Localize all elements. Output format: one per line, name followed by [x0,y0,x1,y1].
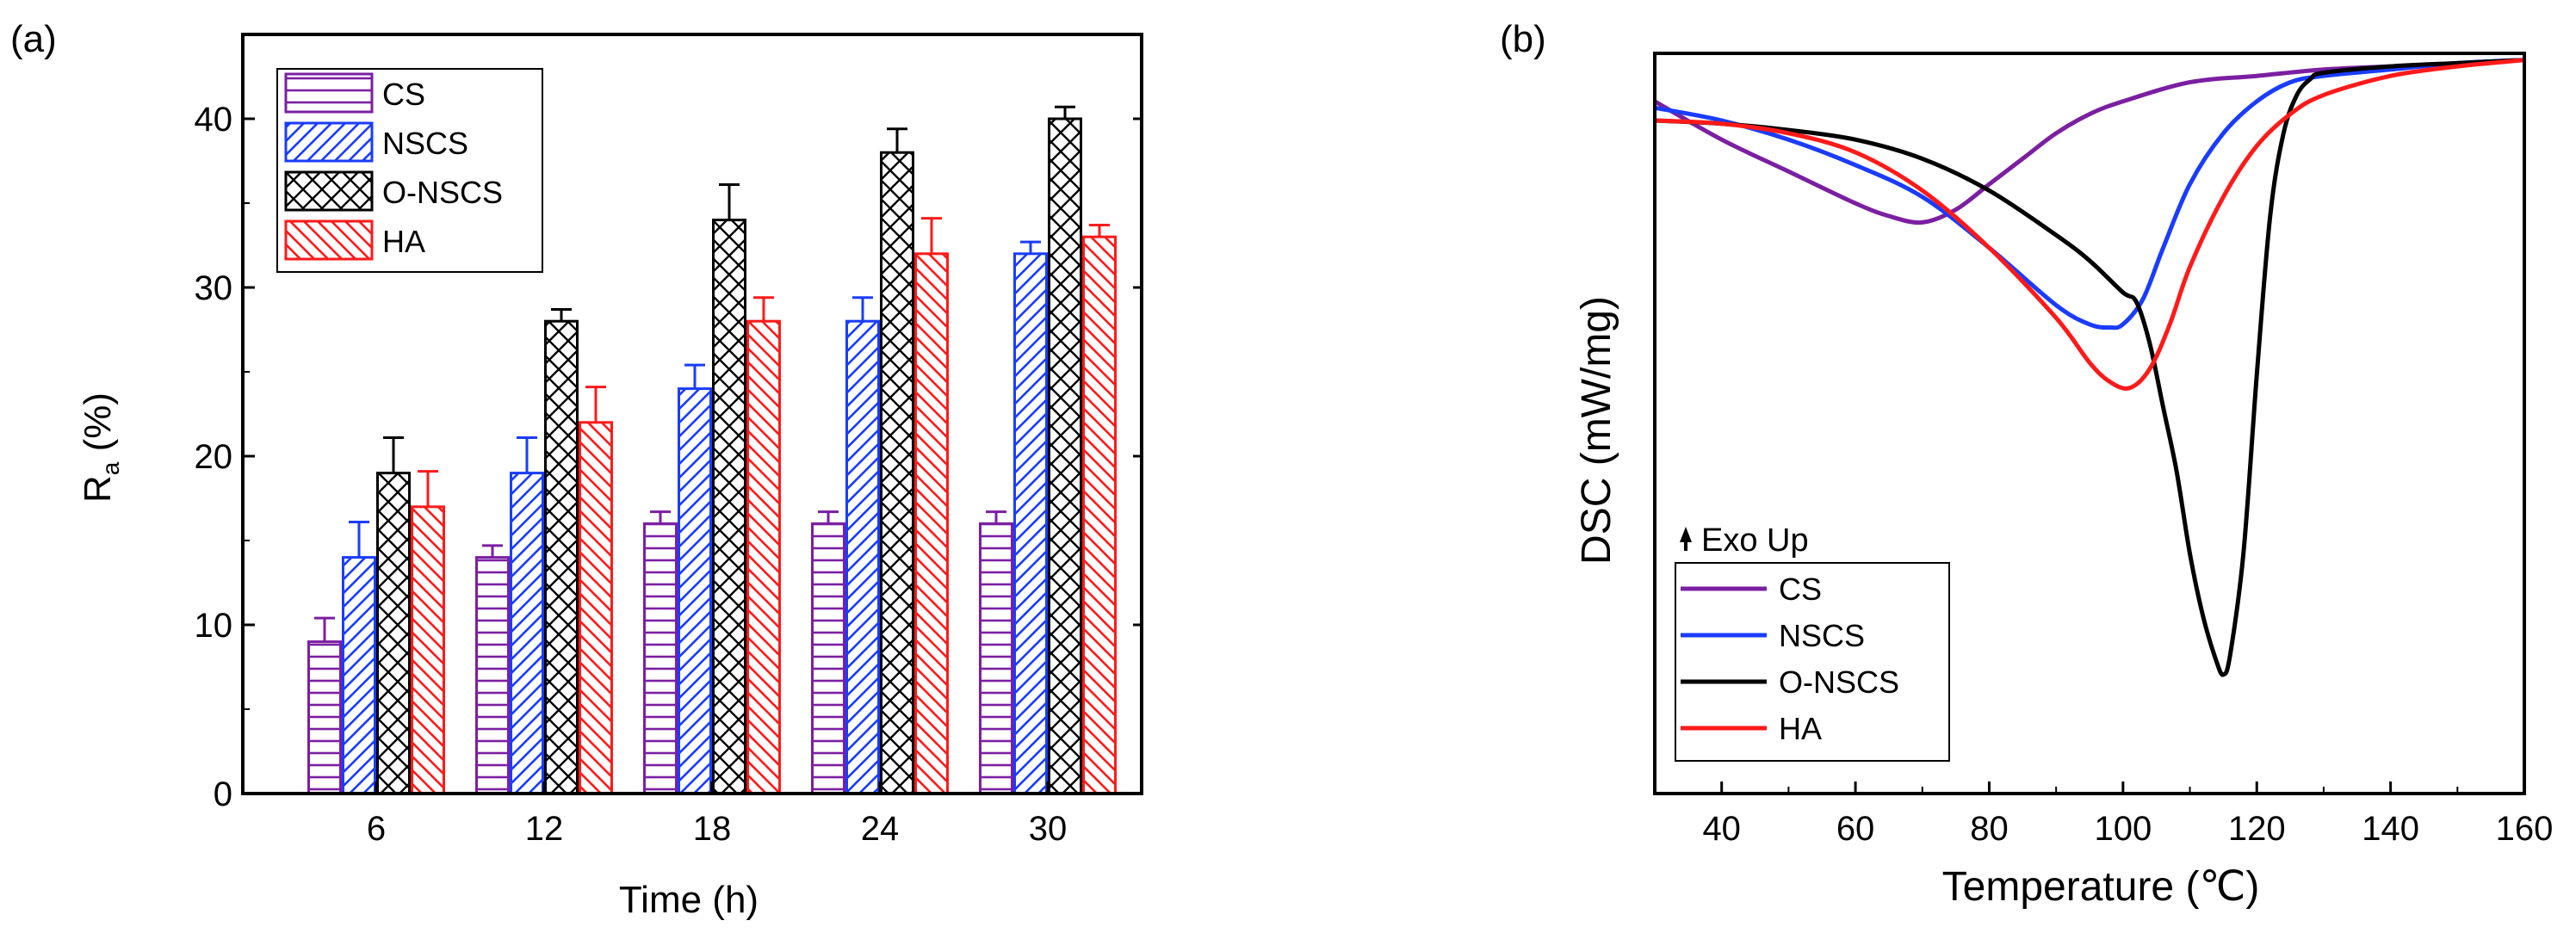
panel-b: (b) 40 60 80 100 120 140 160 Temperature (℃) D… [1500,18,2553,910]
x-tick-label: 12 [525,810,564,848]
bar-nscs-12 [510,472,544,795]
legend-label-nscs: NSCS [382,126,468,161]
y-tick-label: 10 [195,607,233,645]
line-cs [1655,58,2524,225]
legend-label-o-nscs: O-NSCS [382,175,503,210]
line-ha [1655,58,2524,391]
x-tick-label-b: 80 [1970,810,2009,848]
x-tick-label: 6 [367,810,386,848]
x-tick-label: 18 [693,810,732,848]
y-axis-label-main: R [77,475,119,503]
y-axis-label-b: DSC (mW/mg) [1574,296,1619,565]
error-bars [314,105,1110,642]
bar-cs-6 [307,640,342,795]
y-axis-ticks: 0 10 20 30 40 [195,101,1142,813]
bar-nscs-30 [1013,252,1048,795]
legend-label-ha: HA [382,224,425,259]
bar-o-nscs-18 [712,219,746,795]
bar-cs-18 [643,522,678,795]
legend-b: CS NSCS O-NSCS HA [1675,562,1950,762]
bar-nscs-6 [342,556,376,795]
y-axis-label-unit: (%) [77,392,119,462]
x-tick-label-b: 60 [1836,810,1875,848]
line-series [1655,58,2524,677]
legend-b-label-ha: HA [1779,711,1822,746]
bar-nscs-24 [845,319,880,795]
bar-ha-12 [579,421,613,795]
x-tick-label-b: 120 [2228,810,2286,848]
plot-frame-b [1653,52,2526,795]
legend-swatch-cs [284,72,374,114]
y-tick-label: 20 [195,438,233,476]
x-tick-label: 30 [1029,810,1068,848]
x-axis-ticks: 6 12 18 24 30 [367,781,1067,848]
x-axis-ticks-b: 40 60 80 100 120 140 160 [1702,781,2553,848]
bar-cs-12 [475,556,510,795]
bar-nscs-18 [678,387,712,795]
line-nscs [1655,58,2524,331]
plot-frame-a [241,33,1143,795]
x-tick-label-b: 40 [1702,810,1741,848]
y-axis-label-subscript: a [97,461,124,475]
legend-b-label-cs: CS [1779,571,1822,607]
exo-up-label: Exo Up [1701,522,1809,559]
panel-a-label: (a) [10,18,57,60]
bar-ha-30 [1082,235,1117,795]
x-tick-label: 24 [861,810,900,848]
y-tick-label: 30 [195,269,233,307]
y-axis-label-a: Ra (%) [77,392,124,503]
legend-a: CS NSCS O-NSCS HA [276,68,543,273]
bar-cs-24 [811,522,845,795]
legend-swatch-nscs [284,121,374,163]
bar-cs-30 [979,522,1013,795]
arrow-up-icon [1680,527,1692,551]
panel-b-label: (b) [1500,18,1546,60]
x-tick-label-b: 140 [2362,810,2419,848]
x-tick-label-b: 100 [2094,810,2152,848]
exo-up-annotation: Exo Up [1680,522,1809,559]
x-axis-label-a: Time (h) [619,879,759,921]
bar-o-nscs-12 [544,319,579,795]
bar-o-nscs-30 [1048,117,1082,795]
x-tick-label-b: 160 [2496,810,2554,848]
bar-o-nscs-24 [880,151,914,795]
bar-ha-18 [746,319,781,795]
legend-b-label-nscs: NSCS [1779,618,1865,653]
line-o-nscs [1655,58,2524,677]
y-tick-label: 40 [195,101,233,139]
legend-swatch-ha [284,219,374,261]
y-tick-label: 0 [214,775,232,813]
legend-swatch-o-nscs [284,170,374,212]
bar-o-nscs-6 [376,472,411,795]
bar-ha-6 [411,505,445,795]
bar-ha-24 [914,252,949,795]
legend-b-label-o-nscs: O-NSCS [1779,664,1899,700]
legend-label-cs: CS [382,77,425,112]
x-axis-label-b: Temperature (℃) [1942,864,2260,910]
